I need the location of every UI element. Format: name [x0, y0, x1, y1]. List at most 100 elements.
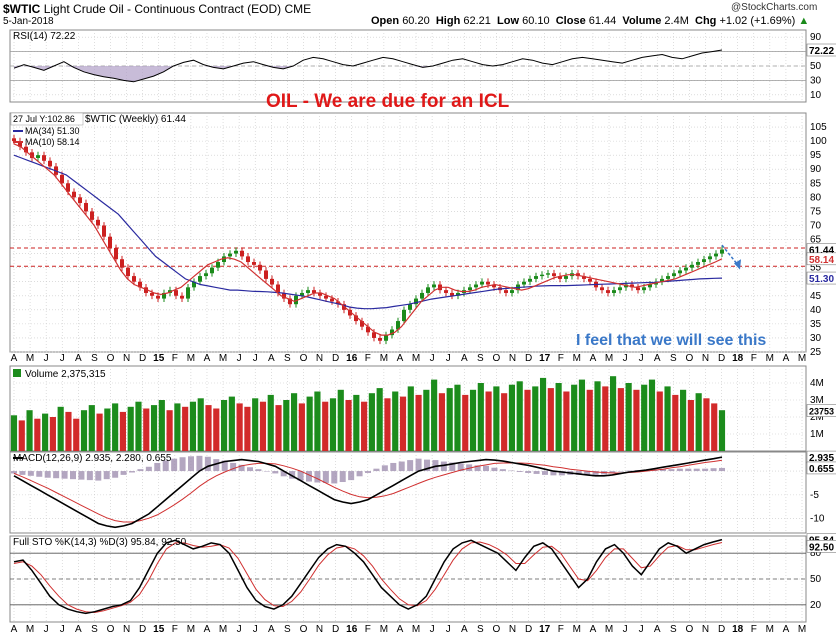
x-tick-label: F: [172, 353, 178, 364]
x-tick-label: J: [253, 624, 258, 635]
volume-bar: [493, 386, 500, 451]
volume-bar: [532, 386, 539, 451]
price-candle: [210, 267, 214, 274]
price-candle: [276, 284, 280, 293]
macd-hist-bar: [685, 468, 692, 472]
y-tick-label: 90: [810, 32, 822, 43]
volume-bar: [431, 379, 438, 451]
chg-value: +1.02 (+1.69%): [719, 15, 796, 27]
x-tick-label: F: [558, 624, 564, 635]
y-tick-label: 100: [810, 136, 827, 147]
macd-hist-bar: [457, 463, 464, 472]
last-value-box: [806, 461, 836, 475]
price-candle: [690, 264, 694, 268]
volume-bar: [205, 405, 212, 451]
volume-bar: [34, 418, 41, 451]
projection-arrowhead: [734, 259, 741, 270]
y-tick-label: -5: [810, 490, 819, 501]
volume-bar: [368, 393, 375, 451]
chg-up-arrow-icon: ▲: [798, 15, 810, 27]
price-candle: [468, 287, 472, 291]
macd-hist-bar: [61, 471, 68, 479]
x-tick-label: M: [573, 353, 581, 364]
volume-bar: [462, 394, 469, 451]
price-candle: [456, 292, 460, 296]
macd-signal-line: [13, 459, 723, 523]
x-tick-label: M: [573, 624, 581, 635]
x-tick-label: A: [590, 353, 597, 364]
price-candle: [660, 278, 664, 282]
x-tick-label: A: [75, 353, 82, 364]
macd-hist-bar: [263, 471, 270, 472]
price-candle: [630, 284, 634, 288]
x-tick-label: J: [446, 353, 451, 364]
price-candle: [150, 292, 154, 296]
macd-hist-bar: [609, 471, 616, 473]
price-candle: [564, 276, 568, 279]
x-tick-label: A: [461, 353, 468, 364]
y-tick-label: 20: [810, 600, 822, 611]
volume-value: 2.4M: [664, 15, 689, 27]
x-tick-label: M: [380, 624, 388, 635]
volume-bar: [641, 384, 648, 451]
macd-hist-bar: [221, 460, 228, 472]
price-candle: [426, 287, 430, 293]
volume-bar: [96, 413, 103, 451]
x-tick-label: 16: [346, 353, 358, 364]
volume-bar: [633, 389, 640, 451]
last-value-label: 23753: [809, 407, 834, 417]
price-candle: [480, 281, 484, 285]
x-tick-label: M: [26, 624, 34, 635]
volume-bar: [220, 400, 228, 451]
price-candle: [162, 292, 166, 299]
volume-bar: [244, 406, 251, 451]
volume-bar: [166, 410, 173, 451]
volume-bar: [182, 406, 189, 451]
price-candle: [330, 298, 334, 302]
macd-hist-bar: [558, 471, 565, 476]
x-tick-label: F: [751, 624, 757, 635]
macd-hist-bar: [373, 468, 380, 472]
volume-bar: [353, 394, 360, 451]
volume-bar: [119, 411, 127, 451]
price-candle: [318, 292, 322, 296]
x-tick-label: A: [11, 353, 18, 364]
x-tick-label: J: [623, 353, 628, 364]
panel-frame-macd: [9, 451, 807, 534]
volume-bar: [438, 393, 445, 451]
macd-hist-bar: [36, 471, 43, 477]
volume-bar: [524, 389, 531, 451]
price-candle: [180, 295, 184, 299]
volume-bar: [283, 400, 290, 451]
y-tick-label: 95: [810, 150, 822, 161]
price-candle: [312, 290, 316, 293]
high-value: 62.21: [463, 15, 491, 27]
last-value-label: 2.935: [809, 453, 834, 464]
volume-bar: [571, 384, 578, 451]
price-candle: [12, 138, 16, 142]
macd-hist-bar: [86, 471, 93, 481]
macd-hist-bar: [693, 468, 700, 472]
y-tick-label: -10: [810, 514, 825, 525]
price-candle: [120, 259, 124, 268]
rsi-oversold-fill: [14, 66, 722, 82]
price-candle: [366, 326, 370, 333]
x-tick-label: M: [219, 353, 227, 364]
x-tick-label: N: [123, 353, 130, 364]
last-value-box: [806, 540, 836, 553]
price-candle: [540, 274, 544, 277]
volume-bar: [680, 389, 687, 451]
y-tick-label: 70: [810, 220, 822, 231]
price-candle: [588, 278, 592, 282]
macd-hist-bar: [592, 471, 599, 475]
price-candle: [270, 278, 274, 285]
sto-d-line: [13, 541, 723, 614]
macd-hist-bar: [356, 471, 363, 477]
ma10-line: [13, 143, 723, 336]
macd-hist-bar: [171, 458, 178, 472]
brand-watermark: @StockCharts.com: [731, 2, 818, 13]
price-candle: [492, 284, 496, 288]
volume-bar: [423, 389, 430, 451]
sto-legend: Full STO %K(14,3) %D(3) 95.84, 92.50: [13, 537, 187, 548]
price-candle: [144, 287, 148, 293]
